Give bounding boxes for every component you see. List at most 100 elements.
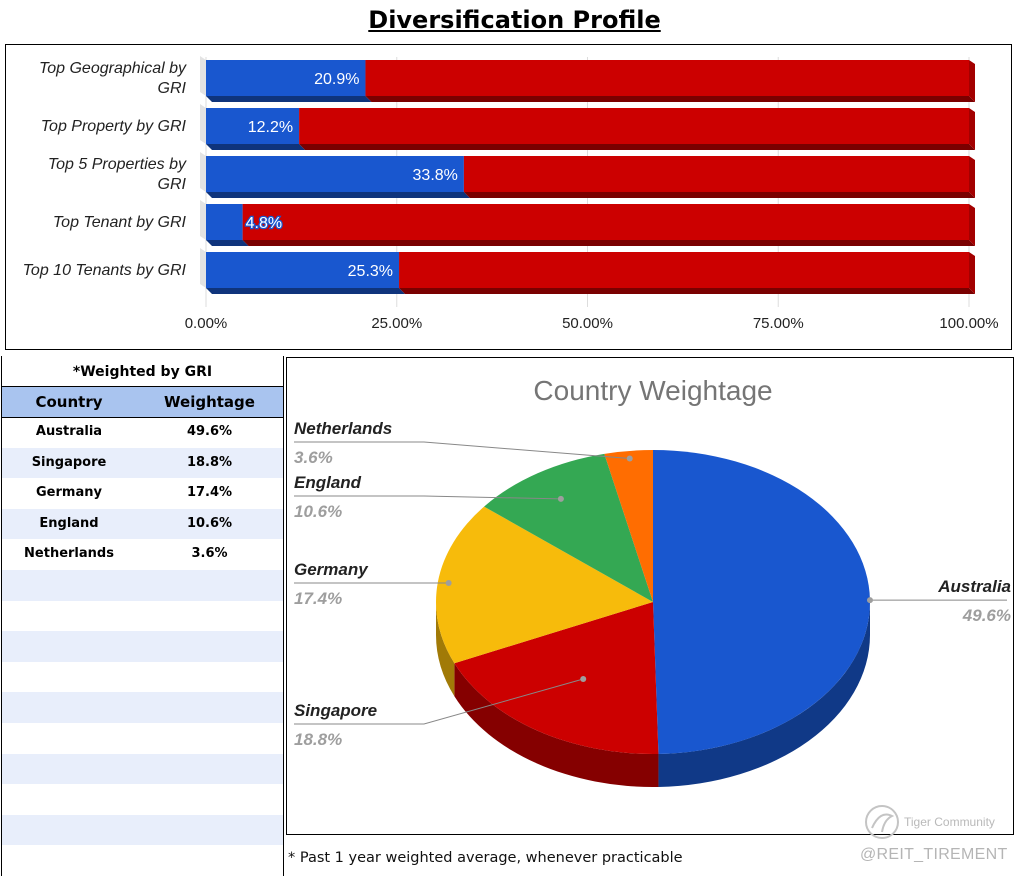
category-label: Top Property by GRI	[41, 118, 187, 135]
table-row	[2, 753, 283, 785]
category-label: GRI	[158, 176, 187, 193]
tiger-logo-icon	[865, 805, 899, 839]
bar-value-label: 33.8%	[413, 167, 458, 184]
table-row	[2, 601, 283, 632]
table-body: Australia 49.6% Singapore 18.8% Germany 17.4%…	[2, 417, 283, 846]
column-header-country: Country	[35, 393, 103, 411]
bar-segment-remainder-side	[969, 108, 975, 150]
bar-segment-remainder-bottom	[299, 144, 975, 150]
cell-country: Australia	[35, 424, 103, 439]
bar-segment-share-bottom	[206, 144, 306, 150]
x-tick-label: 25.00%	[371, 315, 422, 332]
pie-slice-value: 10.6%	[294, 502, 342, 521]
cell-country: Netherlands	[24, 546, 114, 562]
pie-slice-label: Germany	[294, 560, 369, 579]
cell-country: England	[39, 515, 99, 531]
bar-value-label: 12.2%	[248, 119, 293, 136]
leader-dot	[557, 495, 564, 502]
bar-segment-remainder	[463, 156, 969, 192]
leader-line	[294, 678, 584, 725]
pie-slice-label: England	[294, 473, 362, 492]
bar-depth-shadow	[200, 152, 206, 192]
bar-value-label: 25.3%	[348, 263, 393, 280]
pie-slice	[604, 450, 653, 602]
category-label: GRI	[158, 80, 187, 97]
cell-weightage: 10.6%	[186, 515, 233, 531]
leader-line	[294, 441, 630, 460]
cell-weightage: 17.4%	[186, 485, 233, 501]
pie-slice-label: Netherlands	[294, 419, 392, 438]
table-row	[2, 569, 283, 601]
weightage-table: *Weighted by GRI Country Weightage Austr…	[1, 356, 284, 876]
pie-slice	[436, 506, 653, 664]
x-tick-label: 50.00%	[562, 315, 613, 332]
category-label: Top 10 Tenants by GRI	[23, 262, 187, 279]
pie-slice	[454, 602, 659, 754]
bar-segment-remainder-bottom	[463, 192, 975, 198]
leader-dot	[445, 580, 452, 587]
table-row	[2, 784, 283, 815]
leader-dot	[626, 455, 633, 462]
table-row	[2, 662, 283, 693]
bar-segment-share	[206, 156, 464, 192]
cell-weightage: 49.6%	[186, 424, 233, 439]
pie-chart-panel: Country Weightage Australia 49.6% Singapore…	[286, 357, 1014, 835]
leader-dot	[580, 676, 587, 683]
table-row: Singapore 18.8%	[2, 447, 283, 479]
bar-segment-remainder-side	[969, 156, 975, 198]
table-row	[2, 631, 283, 662]
bar-value-label: 20.9%	[314, 71, 359, 88]
footnote: * Past 1 year weighted average, whenever…	[288, 850, 683, 866]
table-row	[2, 814, 283, 846]
watermark: Tiger Community @REIT_TIREMENT	[856, 800, 1016, 872]
bar-segment-remainder-side	[969, 60, 975, 102]
table-caption: *Weighted by GRI	[72, 364, 213, 380]
bar-segment-share	[206, 60, 366, 96]
pie-slice-side	[454, 663, 659, 787]
pie-slice-label: Singapore	[294, 701, 377, 720]
pie-slice-value: 3.6%	[294, 448, 333, 467]
cell-weightage: 3.6%	[191, 546, 228, 562]
bar-segment-remainder	[399, 252, 969, 288]
leader-line	[294, 495, 561, 500]
bar-segment-remainder-bottom	[242, 240, 975, 246]
table-header-row: Country Weightage	[2, 386, 283, 418]
page-title: Diversification Profile	[368, 6, 661, 34]
table-row	[2, 692, 283, 723]
x-tick-label: 75.00%	[753, 315, 804, 332]
bar-segment-share	[206, 252, 400, 288]
watermark-brand: Tiger Community	[904, 815, 995, 829]
table-row: England 10.6%	[2, 508, 283, 540]
category-label: Top Tenant by GRI	[53, 214, 187, 231]
pie-title: Country Weightage	[533, 375, 772, 406]
pie-slice	[653, 450, 870, 754]
x-tick-label: 100.00%	[939, 315, 998, 332]
bar-segment-remainder	[299, 108, 969, 144]
category-label: Top 5 Properties by	[48, 156, 187, 173]
pie-slice-value: 17.4%	[294, 589, 342, 608]
bar-segment-remainder-side	[969, 252, 975, 294]
table-row: Germany 17.4%	[2, 478, 283, 509]
category-label: Top Geographical by	[39, 60, 187, 77]
table-row	[2, 723, 283, 754]
column-header-weightage: Weightage	[164, 393, 255, 411]
bar-chart: 0.00% 25.00% 50.00% 75.00% 100.00% 20.9% Top G…	[23, 56, 999, 332]
leader-dot	[866, 597, 873, 604]
cell-country: Germany	[36, 485, 102, 501]
pie-chart: Country Weightage Australia 49.6% Singapore…	[294, 375, 1011, 787]
bar-chart-panel: 0.00% 25.00% 50.00% 75.00% 100.00% 20.9% Top G…	[5, 44, 1012, 350]
bar-segment-share-bottom	[206, 96, 372, 102]
bar-segment-share	[206, 108, 300, 144]
cell-country: Singapore	[31, 454, 107, 470]
table-row: Australia 49.6%	[2, 417, 283, 448]
x-tick-label: 0.00%	[185, 315, 228, 332]
bar-depth-shadow	[200, 56, 206, 96]
bar-depth-shadow	[200, 248, 206, 288]
bar-segment-share-bottom	[206, 192, 470, 198]
pie-slice	[484, 453, 653, 602]
bar-value-label: 4.8%	[246, 215, 282, 232]
bar-segment-share-bottom	[206, 288, 406, 294]
bar-segment-remainder	[242, 204, 969, 240]
bar-segment-share	[206, 204, 243, 240]
cell-weightage: 18.8%	[186, 454, 233, 470]
